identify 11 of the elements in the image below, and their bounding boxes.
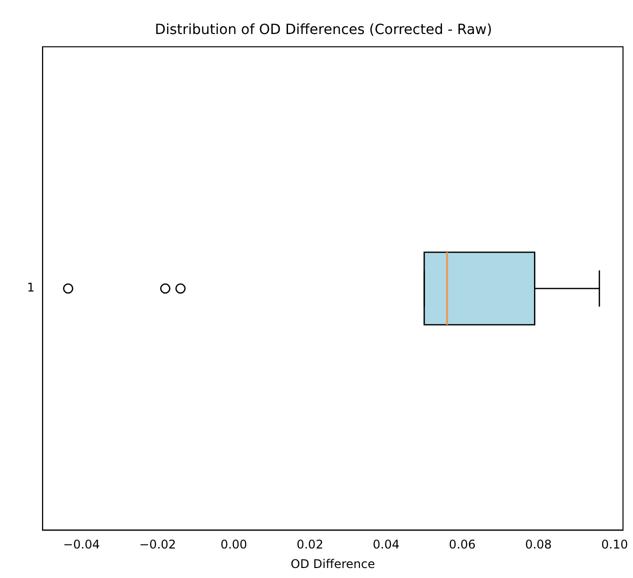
x-tick-label: −0.04 — [63, 538, 100, 552]
x-tick-label: 0.02 — [296, 538, 324, 552]
x-tick-label: 0.06 — [448, 538, 476, 552]
y-tick-label: 1 — [26, 280, 35, 295]
chart-title: Distribution of OD Differences (Corrected - Raw) — [154, 22, 492, 38]
x-tick-label: 0.04 — [372, 538, 400, 552]
x-tick-label: 0.08 — [525, 538, 552, 552]
x-axis-title: OD Difference — [290, 556, 376, 571]
x-tick-label: −0.02 — [139, 538, 176, 552]
x-tick-label: 0.00 — [220, 538, 248, 552]
x-tick-label: 0.10 — [601, 538, 628, 552]
